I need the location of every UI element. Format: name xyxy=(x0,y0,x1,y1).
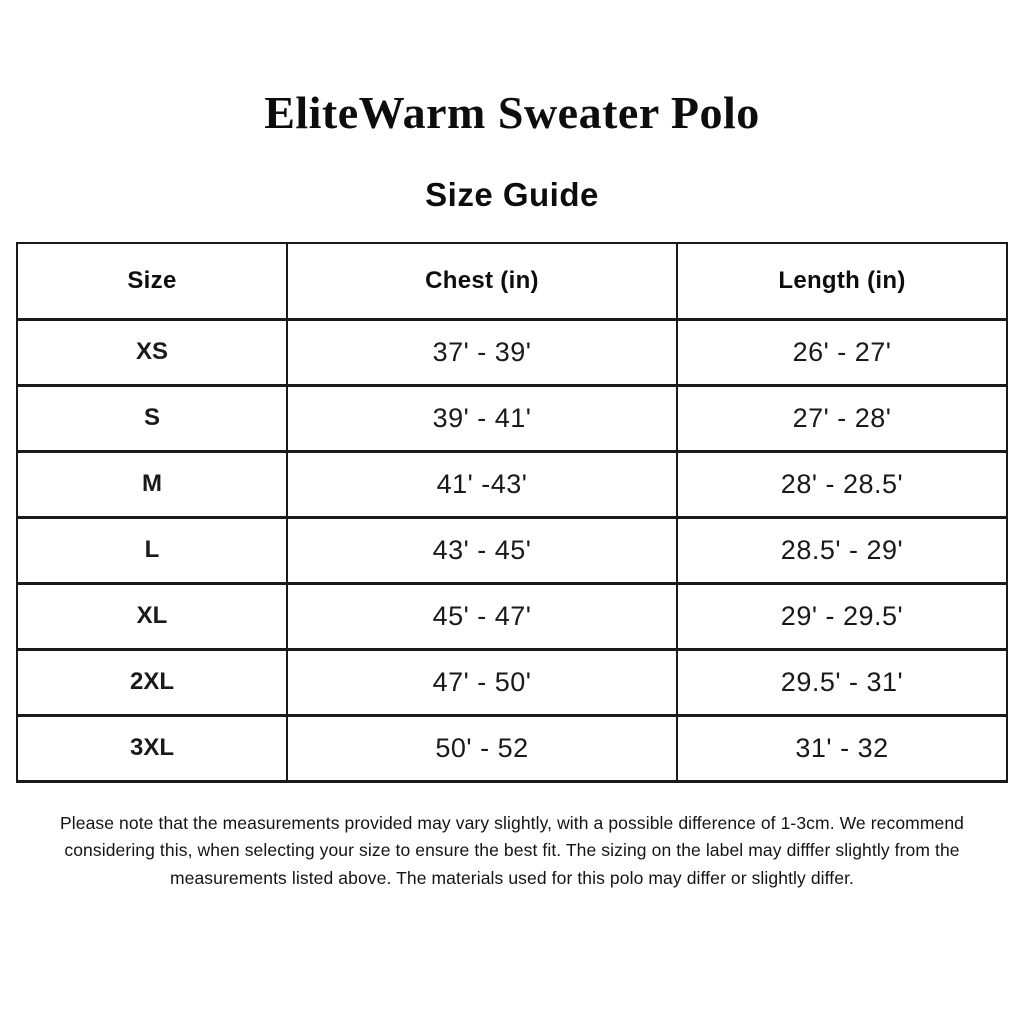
chest-cell: 43' - 45' xyxy=(286,515,678,585)
chest-cell: 45' - 47' xyxy=(286,581,678,651)
table-row: L 43' - 45' 28.5' - 29' xyxy=(16,515,1008,585)
length-cell: 28' - 28.5' xyxy=(676,449,1008,519)
header-cell-chest: Chest (in) xyxy=(286,242,678,321)
table-row: XL 45' - 47' 29' - 29.5' xyxy=(16,581,1008,651)
length-cell: 29' - 29.5' xyxy=(676,581,1008,651)
length-cell: 29.5' - 31' xyxy=(676,647,1008,717)
size-table-body: XS 37' - 39' 26' - 27' S 39' - 41' 27' -… xyxy=(16,317,1008,783)
page-title: EliteWarm Sweater Polo xyxy=(264,87,760,138)
header-cell-size: Size xyxy=(16,242,288,321)
table-row: M 41' -43' 28' - 28.5' xyxy=(16,449,1008,519)
chest-cell: 50' - 52 xyxy=(286,713,678,783)
table-row: S 39' - 41' 27' - 28' xyxy=(16,383,1008,453)
measurement-note-line: considering this, when selecting your si… xyxy=(64,840,960,860)
length-cell: 27' - 28' xyxy=(676,383,1008,453)
size-cell: 2XL xyxy=(16,647,288,717)
table-row: XS 37' - 39' 26' - 27' xyxy=(16,317,1008,387)
header-row: Size Chest (in) Length (in) xyxy=(16,242,1008,321)
size-cell: XS xyxy=(16,317,288,387)
chest-cell: 39' - 41' xyxy=(286,383,678,453)
length-cell: 28.5' - 29' xyxy=(676,515,1008,585)
chest-cell: 47' - 50' xyxy=(286,647,678,717)
size-table-header: Size Chest (in) Length (in) xyxy=(16,242,1008,321)
header-cell-length: Length (in) xyxy=(676,242,1008,321)
size-cell: XL xyxy=(16,581,288,651)
measurement-note: Please note that the measurements provid… xyxy=(0,810,1024,893)
size-cell: L xyxy=(16,515,288,585)
table-row: 3XL 50' - 52 31' - 32 xyxy=(16,713,1008,783)
table-row: 2XL 47' - 50' 29.5' - 31' xyxy=(16,647,1008,717)
length-cell: 31' - 32 xyxy=(676,713,1008,783)
measurement-note-line: measurements listed above. The materials… xyxy=(169,867,855,888)
chest-cell: 37' - 39' xyxy=(286,317,678,387)
chest-cell: 41' -43' xyxy=(286,449,678,519)
size-table: Size Chest (in) Length (in) XS 37' - 39'… xyxy=(16,242,1008,783)
size-cell: 3XL xyxy=(16,713,288,783)
size-guide-subtitle: Size Guide xyxy=(425,176,599,213)
length-cell: 26' - 27' xyxy=(676,317,1008,387)
measurement-note-line: Please note that the measurements provid… xyxy=(59,812,965,833)
size-cell: S xyxy=(16,383,288,453)
size-cell: M xyxy=(16,449,288,519)
